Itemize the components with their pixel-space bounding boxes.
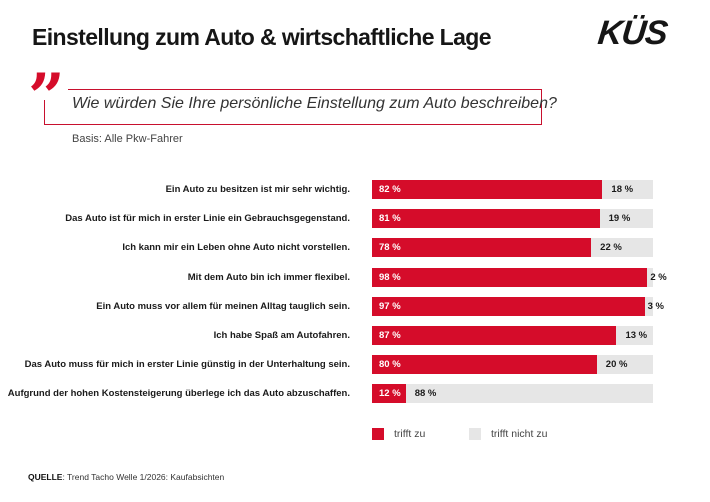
category-label: Ich kann mir ein Leben ohne Auto nicht v… (122, 242, 350, 254)
bar-trifft-zu (372, 267, 648, 287)
source-note: QUELLE: Trend Tacho Welle 1/2026: Kaufab… (28, 472, 224, 482)
legend-label: trifft zu (394, 428, 426, 440)
category-label: Aufgrund der hohen Kostensteigerung über… (7, 388, 350, 400)
category-label: Das Auto ist für mich in erster Linie ei… (65, 213, 350, 225)
bar-trifft-zu (372, 238, 592, 258)
basis-note: Basis: Alle Pkw-Fahrer (72, 133, 183, 145)
source-label: QUELLE (28, 472, 63, 482)
bar-trifft-zu (372, 384, 406, 404)
legend-item-trifft-nicht-zu: trifft nicht zu (469, 428, 547, 440)
legend-swatch-red (372, 428, 384, 440)
category-label: Ein Auto zu besitzen ist mir sehr wichti… (165, 184, 350, 195)
value-label-trifft-nicht-zu: 88 % (414, 388, 437, 400)
value-label-trifft-zu: 87 % (379, 330, 401, 341)
value-label-trifft-nicht-zu: 2 % (650, 271, 667, 283)
value-label-trifft-zu: 97 % (379, 300, 401, 312)
value-label-trifft-nicht-zu: 18 % (611, 184, 634, 195)
category-label: Ein Auto muss vor allem für meinen Allta… (96, 300, 350, 312)
question-box (44, 89, 542, 125)
value-label-trifft-zu: 78 % (379, 242, 401, 254)
kues-logo: KÜS (596, 14, 669, 52)
quote-gap (42, 86, 68, 100)
bar-trifft-zu (372, 326, 617, 345)
value-label-trifft-nicht-zu: 20 % (605, 359, 628, 371)
bar-trifft-zu (372, 296, 645, 316)
page-title: Einstellung zum Auto & wirtschaftliche L… (32, 24, 492, 50)
value-label-trifft-nicht-zu: 3 % (647, 300, 664, 312)
category-label: Mit dem Auto bin ich immer flexibel. (187, 271, 350, 283)
legend-label: trifft nicht zu (491, 428, 548, 440)
category-label: Ich habe Spaß am Autofahren. (213, 330, 350, 341)
question-text: Wie würden Sie Ihre persönliche Einstell… (72, 95, 557, 112)
source-text: : Trend Tacho Welle 1/2026: Kaufabsichte… (62, 472, 225, 482)
value-label-trifft-zu: 98 % (379, 271, 401, 283)
value-label-trifft-nicht-zu: 19 % (608, 213, 631, 225)
bar-trifft-zu (372, 209, 600, 229)
category-label: Das Auto muss für mich in erster Linie g… (24, 359, 350, 371)
bar-trifft-nicht-zu (372, 384, 653, 404)
quote-icon: ” (28, 60, 65, 135)
legend-swatch-gray (469, 428, 481, 440)
value-label-trifft-nicht-zu: 13 % (625, 330, 648, 341)
value-label-trifft-zu: 12 % (379, 388, 401, 400)
legend-item-trifft-zu: trifft zu (372, 428, 425, 440)
bar-trifft-zu (372, 355, 597, 375)
value-label-trifft-zu: 81 % (379, 213, 401, 225)
value-label-trifft-nicht-zu: 22 % (600, 242, 622, 254)
value-label-trifft-zu: 82 % (379, 184, 401, 195)
value-label-trifft-zu: 80 % (379, 359, 401, 371)
bar-trifft-zu (372, 180, 603, 199)
